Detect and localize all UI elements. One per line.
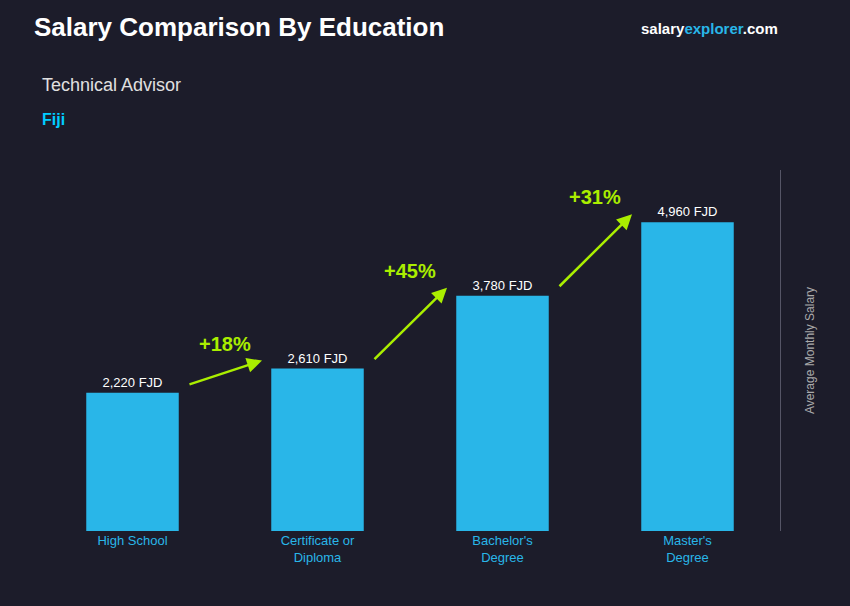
- svg-text:+31%: +31%: [569, 186, 621, 208]
- svg-text:Fiji: Fiji: [42, 111, 65, 128]
- svg-text:Average Monthly Salary: Average Monthly Salary: [803, 287, 817, 414]
- svg-text:Salary Comparison By Education: Salary Comparison By Education: [34, 12, 444, 42]
- svg-text:Master'sDegree: Master'sDegree: [663, 533, 712, 565]
- svg-text:High School: High School: [97, 533, 167, 548]
- svg-text:4,960 FJD: 4,960 FJD: [658, 204, 718, 219]
- svg-text:Bachelor'sDegree: Bachelor'sDegree: [472, 533, 533, 565]
- svg-text:Certificate orDiploma: Certificate orDiploma: [281, 533, 355, 565]
- svg-text:salaryexplorer.com: salaryexplorer.com: [641, 20, 778, 37]
- svg-text:2,610 FJD: 2,610 FJD: [288, 351, 348, 366]
- svg-text:3,780 FJD: 3,780 FJD: [473, 278, 533, 293]
- svg-text:2,220 FJD: 2,220 FJD: [103, 375, 163, 390]
- svg-text:Technical Advisor: Technical Advisor: [42, 75, 181, 95]
- svg-text:+18%: +18%: [199, 333, 251, 355]
- svg-text:+45%: +45%: [384, 260, 436, 282]
